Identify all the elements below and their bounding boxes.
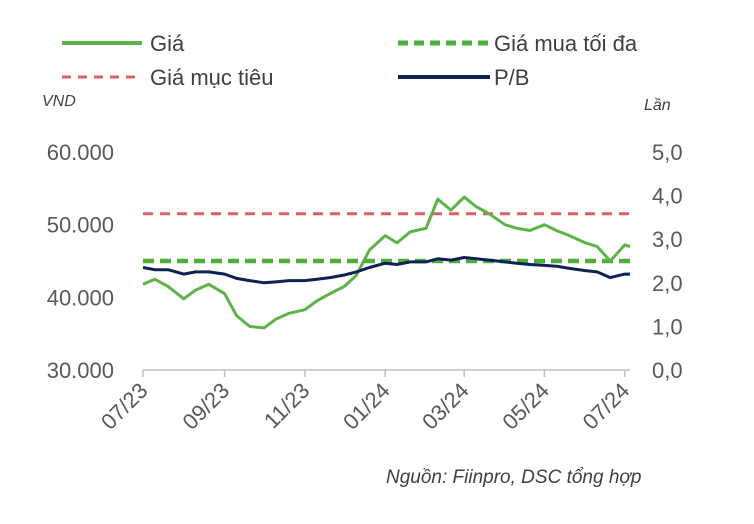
- legend: Giá Giá mua tối đa Giá mục tiêu P/B: [62, 31, 638, 90]
- legend-label-pb: P/B: [494, 65, 529, 90]
- right-tick-label: 5,0: [652, 140, 683, 165]
- left-axis-unit: VND: [42, 93, 76, 110]
- right-tick-label: 3,0: [652, 227, 683, 252]
- x-tick-label: 07/24: [578, 378, 635, 435]
- x-tick-label: 01/24: [338, 378, 395, 435]
- left-tick-label: 60.000: [47, 140, 114, 165]
- x-tick-label: 07/23: [96, 378, 153, 435]
- legend-label-target: Giá mục tiêu: [150, 65, 274, 90]
- legend-item-max-buy: Giá mua tối đa: [398, 31, 638, 56]
- legend-label-max-buy: Giá mua tối đa: [494, 31, 638, 56]
- source-note: Nguồn: Fiinpro, DSC tổng hợp: [386, 467, 641, 488]
- left-tick-label: 40.000: [47, 285, 114, 310]
- price-line: [142, 195, 631, 330]
- x-tick-label: 03/24: [417, 378, 474, 435]
- right-tick-label: 0,0: [652, 358, 683, 383]
- pb-line: [142, 256, 630, 285]
- x-tick-label: 05/24: [497, 378, 554, 435]
- x-axis-ticks: 07/23 09/23 11/23 01/24 03/24 05/24 07/24: [96, 370, 634, 434]
- left-tick-label: 50.000: [47, 213, 114, 238]
- right-tick-label: 4,0: [652, 184, 683, 209]
- right-tick-label: 2,0: [652, 271, 683, 296]
- right-axis-ticks: 0,0 1,0 2,0 3,0 4,0 5,0: [652, 140, 683, 383]
- left-tick-label: 30.000: [47, 358, 114, 383]
- right-axis-unit: Lần: [644, 97, 671, 114]
- series-layer: [142, 195, 631, 330]
- legend-item-price: Giá: [62, 31, 185, 56]
- x-tick-label: 11/23: [259, 378, 314, 433]
- x-tick-label: 09/23: [178, 378, 235, 435]
- legend-label-price: Giá: [150, 31, 185, 56]
- legend-item-target: Giá mục tiêu: [62, 65, 274, 90]
- right-tick-label: 1,0: [652, 314, 683, 339]
- left-axis-ticks: 30.000 40.000 50.000 60.000: [47, 140, 114, 383]
- legend-item-pb: P/B: [398, 65, 529, 90]
